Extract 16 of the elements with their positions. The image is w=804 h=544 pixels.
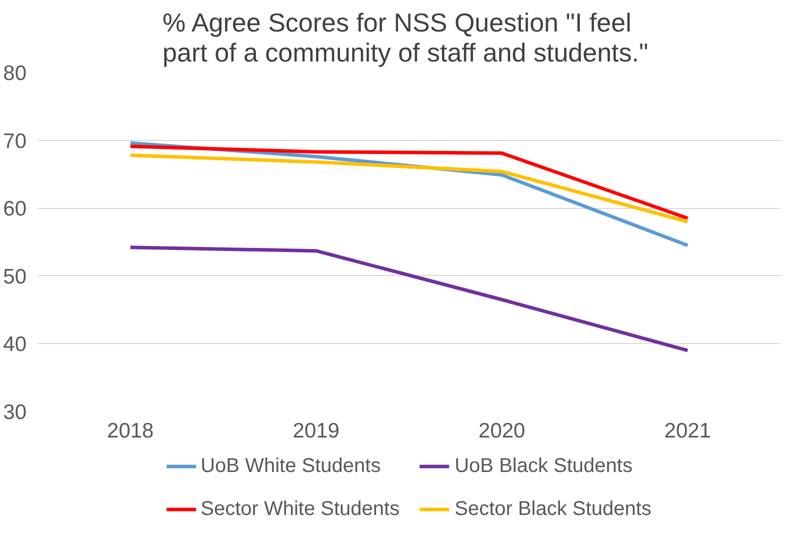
y-tick-label: 40 [3, 333, 26, 356]
y-tick-label: 60 [3, 198, 26, 221]
x-tick-label: 2020 [478, 420, 526, 442]
y-tick-label: 30 [3, 401, 26, 424]
x-tick-label: 2019 [292, 420, 340, 442]
x-tick-label: 2021 [664, 420, 711, 442]
y-tick-label: 70 [3, 130, 26, 153]
chart-title: % Agree Scores for NSS Question "I feel part of a community of staff and students." [162, 8, 648, 68]
legend-label: Sector White Students [200, 498, 400, 520]
line-series [128, 246, 690, 352]
legend-label: UoB Black Students [454, 454, 632, 478]
y-tick-label: 50 [3, 265, 26, 288]
x-tick-label: 2018 [107, 420, 154, 442]
legend-label: UoB White Students [200, 454, 381, 478]
legend-label: Sector Black Students [454, 498, 652, 520]
y-tick-label: 80 [3, 62, 26, 85]
